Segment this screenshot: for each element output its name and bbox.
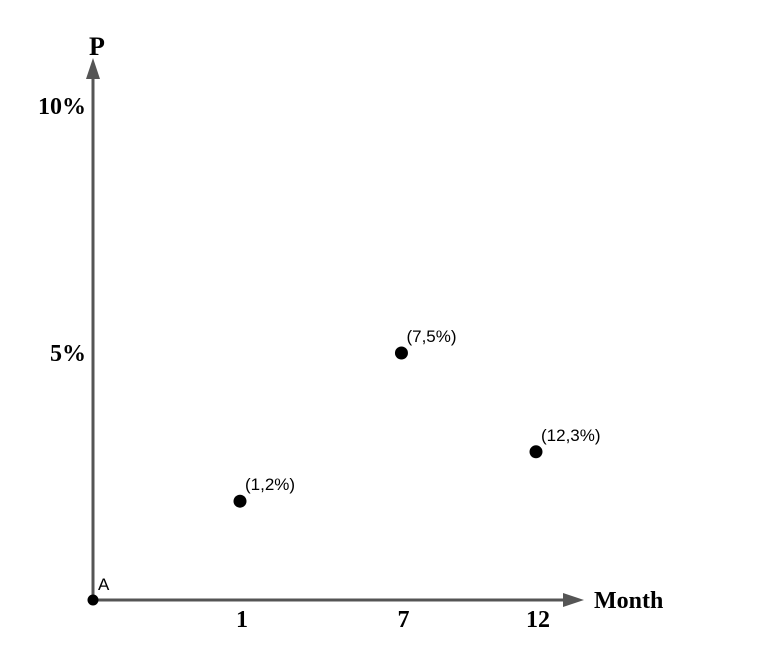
data-points: (1,2%) (7,5%) (12,3%) [233, 327, 601, 508]
data-point-label: (1,2%) [245, 475, 295, 494]
x-axis [93, 593, 584, 607]
x-axis-arrowhead [563, 593, 584, 607]
y-tick-labels: 5% 10% [38, 94, 86, 367]
x-tick-label: 12 [526, 607, 550, 633]
data-point [394, 346, 408, 360]
x-tick-label: 7 [397, 607, 409, 633]
origin-point [87, 594, 99, 606]
x-tick-labels: 1 7 12 [236, 607, 550, 633]
y-axis [86, 58, 100, 600]
data-point [233, 494, 247, 508]
y-axis-arrowhead [86, 58, 100, 79]
x-tick-label: 1 [236, 607, 248, 633]
y-tick-label: 10% [38, 94, 86, 120]
origin-label: A [98, 575, 110, 594]
y-tick-label: 5% [50, 341, 86, 367]
y-axis-title: P [89, 32, 105, 61]
data-point-label: (7,5%) [406, 327, 456, 346]
x-axis-title: Month [594, 588, 663, 614]
data-point-label: (12,3%) [541, 426, 601, 445]
data-point [529, 445, 543, 459]
